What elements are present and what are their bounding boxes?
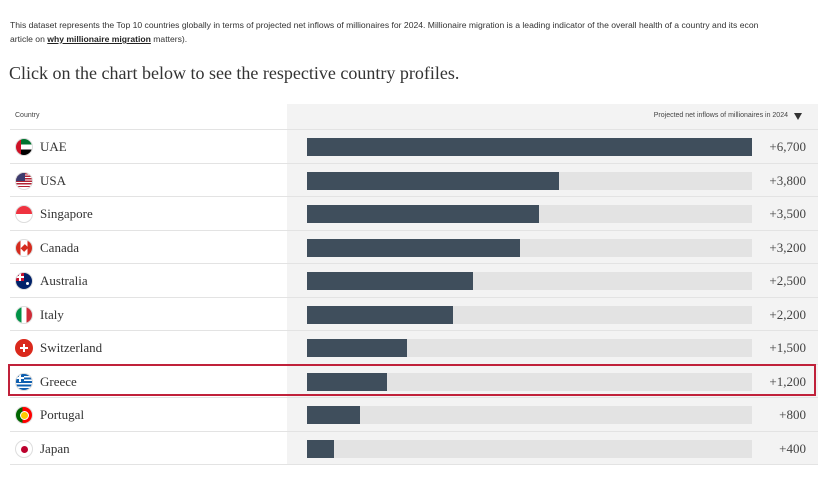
value-label: +3,200 xyxy=(769,239,806,255)
country-name[interactable]: Switzerland xyxy=(40,340,103,355)
country-name[interactable]: Australia xyxy=(40,273,88,288)
usa-flag-icon xyxy=(15,171,33,190)
country-name[interactable]: Greece xyxy=(40,373,77,389)
switzerland-flag-icon xyxy=(15,339,33,357)
value-column-header[interactable]: Projected net inflows of millionaires in… xyxy=(287,104,818,129)
table-row[interactable]: Australia +2,500 xyxy=(10,264,818,298)
table-body: UAE +6,700 USA +3,800 Singapore +3,500 Canada +… xyxy=(10,130,818,465)
country-name[interactable]: Japan xyxy=(40,440,70,456)
table-row[interactable]: Singapore +3,500 xyxy=(10,197,818,231)
greece-flag-icon xyxy=(15,372,33,391)
value-label: +2,200 xyxy=(769,306,806,322)
bar-italy[interactable] xyxy=(307,305,454,324)
table-row[interactable]: Portugal +800 xyxy=(10,398,818,432)
bar-greece[interactable] xyxy=(307,372,387,391)
table-row[interactable]: USA +3,800 xyxy=(10,163,818,197)
italy-flag-icon xyxy=(15,305,33,324)
millionaire-migration-link[interactable]: why millionaire migration xyxy=(47,34,151,44)
bar-japan[interactable] xyxy=(307,439,334,458)
bar-uae[interactable] xyxy=(307,138,752,156)
value-label: +1,200 xyxy=(769,373,806,389)
bar-track xyxy=(307,339,752,357)
uae-flag-icon xyxy=(15,138,33,156)
table-row[interactable]: Italy +2,200 xyxy=(10,297,818,331)
country-name[interactable]: Canada xyxy=(40,239,79,255)
country-name[interactable]: USA xyxy=(40,172,67,188)
triangle-down-icon[interactable] xyxy=(794,113,802,120)
bar-portugal[interactable] xyxy=(307,406,361,424)
value-label: +800 xyxy=(779,407,806,422)
intro-text: This dataset represents the Top 10 count… xyxy=(10,18,840,46)
page-heading: Click on the chart below to see the resp… xyxy=(9,63,460,83)
australia-flag-icon xyxy=(15,272,33,290)
value-label: +400 xyxy=(779,440,806,456)
value-label: +2,500 xyxy=(769,273,806,288)
table-row[interactable]: Japan +400 xyxy=(10,431,818,465)
country-name[interactable]: Italy xyxy=(40,306,64,322)
value-label: +6,700 xyxy=(769,139,806,154)
country-name[interactable]: UAE xyxy=(40,139,67,154)
bar-track xyxy=(307,305,752,324)
intro-line-1: This dataset represents the Top 10 count… xyxy=(10,20,759,30)
bar-track xyxy=(307,171,752,190)
bar-usa[interactable] xyxy=(307,171,560,190)
table-row[interactable]: Switzerland +1,500 xyxy=(10,331,818,365)
bar-singapore[interactable] xyxy=(307,205,540,223)
country-name[interactable]: Singapore xyxy=(40,206,93,221)
value-column-label: Projected net inflows of millionaires in… xyxy=(653,112,788,119)
bar-australia[interactable] xyxy=(307,272,474,290)
table-row[interactable]: UAE +6,700 xyxy=(10,130,818,164)
value-label: +3,800 xyxy=(769,172,806,188)
bar-canada[interactable] xyxy=(307,238,520,257)
intro-line-2: article on why millionaire migration mat… xyxy=(10,32,840,46)
bar-track xyxy=(307,439,752,458)
canada-flag-icon xyxy=(15,238,33,257)
singapore-flag-icon xyxy=(15,205,33,223)
table-header: Country Projected net inflows of million… xyxy=(10,104,818,130)
japan-flag-icon xyxy=(15,439,33,458)
country-bar-table: Country Projected net inflows of million… xyxy=(10,104,818,465)
bar-track xyxy=(307,238,752,257)
bar-track xyxy=(307,272,752,290)
bar-track xyxy=(307,372,752,391)
bar-track xyxy=(307,138,752,156)
table-row[interactable]: Canada +3,200 xyxy=(10,230,818,264)
country-name[interactable]: Portugal xyxy=(40,407,85,422)
intro-line-2-suffix: matters). xyxy=(150,34,188,44)
bar-track xyxy=(307,205,752,223)
table-row[interactable]: Greece +1,200 xyxy=(10,364,818,398)
bar-switzerland[interactable] xyxy=(307,339,407,357)
portugal-flag-icon xyxy=(15,406,33,424)
country-column-header: Country xyxy=(15,112,40,119)
value-label: +1,500 xyxy=(769,340,806,355)
bar-track xyxy=(307,406,752,424)
value-label: +3,500 xyxy=(769,206,806,221)
intro-line-2-prefix: article on xyxy=(10,34,48,44)
